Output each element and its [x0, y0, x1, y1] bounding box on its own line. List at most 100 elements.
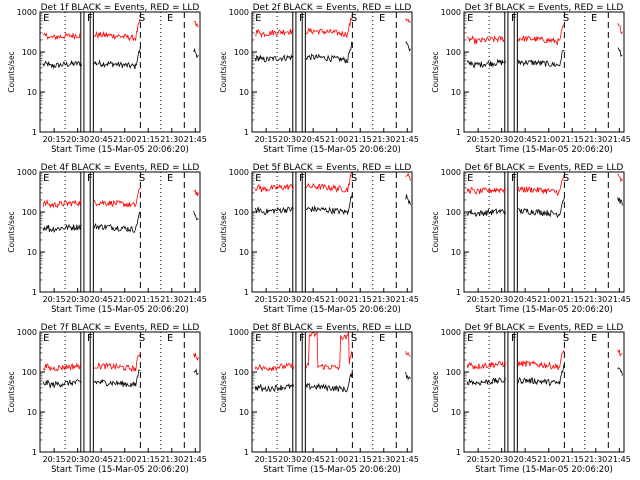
y-tick-label: 1000: [229, 8, 249, 17]
x-axis-label: Start Time (15-Mar-05 20:06:20): [475, 305, 613, 315]
x-tick-label: 20:45: [90, 135, 113, 144]
panel-title: Det 8f BLACK = Events, RED = LLD: [253, 323, 412, 333]
panel-title: Det 9f BLACK = Events, RED = LLD: [465, 323, 624, 333]
panel-title: Det 3f BLACK = Events, RED = LLD: [465, 3, 624, 13]
panel-title: Det 6f BLACK = Events, RED = LLD: [465, 163, 624, 173]
x-tick-label: 21:30: [584, 135, 607, 144]
lld-series-line: [517, 175, 565, 197]
events-series-line: [93, 369, 141, 388]
marker-letter: E: [591, 173, 597, 184]
x-tick-label: 20:15: [43, 455, 66, 464]
x-axis-label: Start Time (15-Mar-05 20:06:20): [51, 145, 189, 155]
y-tick-label: 100: [234, 368, 249, 377]
lld-series-line: [405, 172, 411, 181]
x-tick-label: 20:15: [255, 455, 278, 464]
y-tick-label: 1: [244, 128, 249, 137]
lld-series-line: [617, 348, 623, 357]
y-tick-label: 10: [27, 88, 37, 97]
y-tick-label: 100: [22, 48, 37, 57]
lld-series-line: [255, 27, 294, 39]
x-tick-label: 21:30: [372, 455, 395, 464]
lld-series-line: [405, 18, 411, 24]
lld-series-line: [305, 172, 353, 193]
events-series-line: [42, 379, 82, 389]
y-tick-label: 100: [234, 208, 249, 217]
x-tick-label: 21:30: [160, 295, 183, 304]
y-tick-label: 10: [27, 248, 37, 257]
y-tick-label: 1: [32, 448, 37, 457]
x-tick-label: 20:30: [66, 135, 89, 144]
x-axis-label: Start Time (15-Mar-05 20:06:20): [51, 305, 189, 315]
panel-title: Det 5f BLACK = Events, RED = LLD: [253, 163, 412, 173]
events-series-line: [617, 197, 623, 206]
lld-series-line: [305, 332, 353, 371]
x-axis-label: Start Time (15-Mar-05 20:06:20): [263, 305, 401, 315]
y-tick-label: 10: [451, 408, 461, 417]
x-tick-label: 20:15: [467, 455, 490, 464]
y-tick-label: 1: [456, 448, 461, 457]
lld-series-line: [93, 18, 141, 42]
marker-letter: E: [167, 173, 173, 184]
panel-title: Det 2f BLACK = Events, RED = LLD: [253, 3, 412, 13]
marker-letter: E: [379, 333, 385, 344]
lld-series-line: [193, 20, 199, 28]
y-tick-label: 1: [32, 288, 37, 297]
y-tick-label: 1: [456, 288, 461, 297]
events-series-line: [517, 363, 565, 387]
y-tick-label: 100: [22, 208, 37, 217]
events-series-line: [617, 47, 623, 58]
y-axis-label: Counts/sec: [431, 51, 440, 92]
lld-series-line: [254, 362, 294, 372]
plot-frame: [39, 331, 201, 453]
x-tick-label: 21:15: [349, 455, 372, 464]
y-axis-label: Counts/sec: [219, 211, 228, 252]
x-tick-label: 21:45: [184, 455, 207, 464]
events-series-line: [305, 41, 353, 64]
plot-frame: [251, 171, 413, 293]
events-series-line: [405, 194, 411, 205]
x-tick-label: 21:00: [325, 295, 348, 304]
lld-series-line: [93, 187, 141, 208]
y-tick-label: 10: [239, 88, 249, 97]
marker-letter: S: [563, 173, 569, 184]
events-series-line: [193, 47, 199, 59]
x-tick-label: 21:15: [349, 295, 372, 304]
x-tick-label: 20:45: [302, 295, 325, 304]
marker-letter: E: [167, 333, 173, 344]
x-tick-label: 21:45: [396, 455, 419, 464]
x-axis-label: Start Time (15-Mar-05 20:06:20): [51, 465, 189, 475]
x-tick-label: 21:30: [160, 135, 183, 144]
y-tick-label: 10: [451, 248, 461, 257]
plot-frame: [463, 171, 625, 293]
y-tick-label: 100: [446, 368, 461, 377]
marker-letter: E: [43, 333, 49, 344]
x-tick-label: 20:45: [514, 455, 537, 464]
x-tick-label: 20:45: [90, 455, 113, 464]
x-axis-label: Start Time (15-Mar-05 20:06:20): [263, 465, 401, 475]
y-tick-label: 1000: [441, 328, 461, 337]
lld-series-line: [405, 351, 411, 358]
marker-letter: F: [299, 333, 305, 344]
panel-title: Det 7f BLACK = Events, RED = LLD: [41, 323, 200, 333]
events-series-line: [93, 211, 141, 234]
x-tick-label: 21:30: [372, 295, 395, 304]
marker-letter: E: [591, 333, 597, 344]
x-tick-label: 21:30: [584, 455, 607, 464]
x-tick-label: 20:15: [43, 135, 66, 144]
x-tick-label: 21:45: [184, 135, 207, 144]
lld-series-line: [517, 23, 565, 46]
x-tick-label: 20:15: [467, 295, 490, 304]
marker-letter: F: [511, 333, 517, 344]
plot-frame: [39, 171, 201, 293]
y-tick-label: 10: [27, 408, 37, 417]
events-series-line: [466, 208, 506, 217]
events-series-line: [193, 210, 199, 221]
marker-letter: F: [511, 13, 517, 24]
y-axis-label: Counts/sec: [219, 371, 228, 412]
y-axis-label: Counts/sec: [431, 211, 440, 252]
lld-series-line: [42, 362, 82, 372]
panel-title: Det 4f BLACK = Events, RED = LLD: [41, 163, 200, 173]
